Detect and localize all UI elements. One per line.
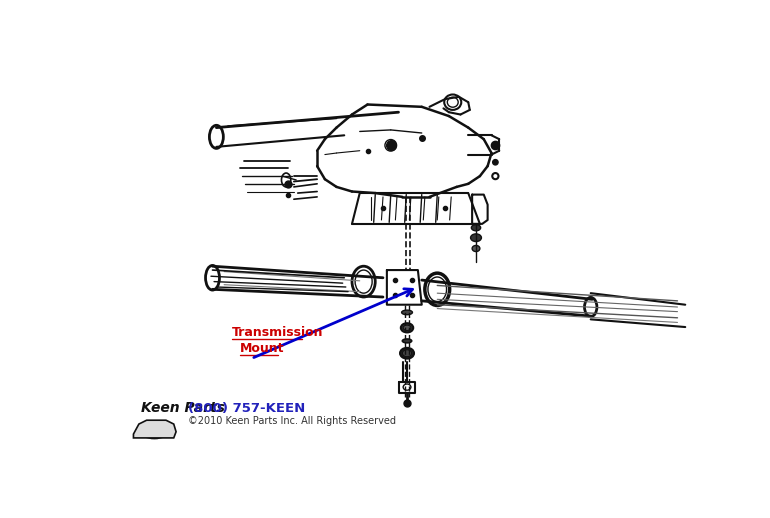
Ellipse shape [139,422,169,439]
Ellipse shape [400,348,414,358]
Ellipse shape [402,310,413,315]
Polygon shape [133,420,176,438]
Ellipse shape [403,325,411,330]
Text: Transmission: Transmission [232,326,323,339]
Ellipse shape [401,323,413,333]
Ellipse shape [403,339,412,343]
Text: ©2010 Keen Parts Inc. All Rights Reserved: ©2010 Keen Parts Inc. All Rights Reserve… [188,416,396,426]
Text: Mount: Mount [239,342,284,355]
Ellipse shape [493,160,498,165]
Ellipse shape [403,350,412,357]
Ellipse shape [470,234,481,241]
Ellipse shape [471,225,480,231]
Text: (800) 757-KEEN: (800) 757-KEEN [188,402,305,415]
Ellipse shape [472,246,480,252]
Text: Keen Parts: Keen Parts [141,401,225,415]
